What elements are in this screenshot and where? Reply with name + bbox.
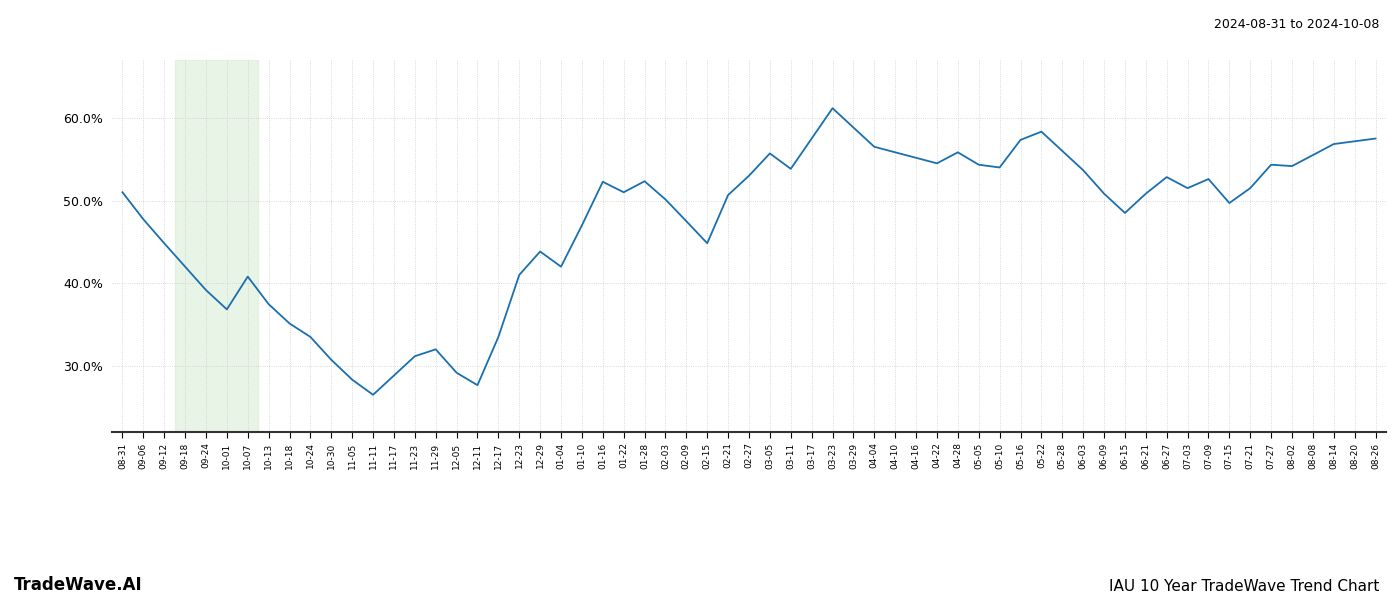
Text: IAU 10 Year TradeWave Trend Chart: IAU 10 Year TradeWave Trend Chart xyxy=(1109,579,1379,594)
Bar xyxy=(175,60,258,432)
Text: 2024-08-31 to 2024-10-08: 2024-08-31 to 2024-10-08 xyxy=(1214,18,1379,31)
Text: TradeWave.AI: TradeWave.AI xyxy=(14,576,143,594)
